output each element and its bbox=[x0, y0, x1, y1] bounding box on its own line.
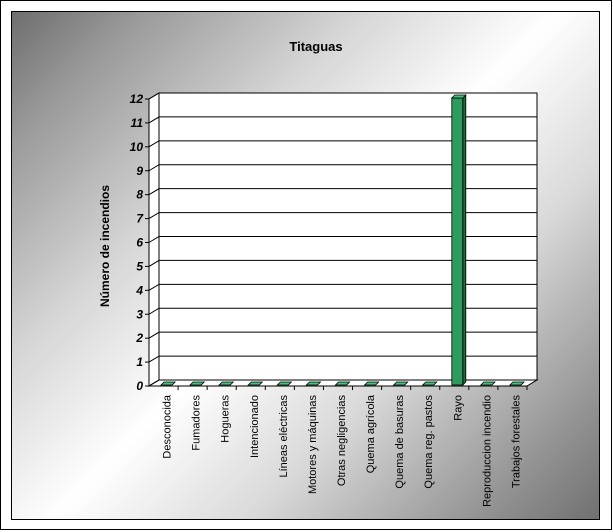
bar-top bbox=[189, 381, 206, 386]
x-tick-label: Quema reg. pastos bbox=[423, 395, 435, 489]
y-tick-label: 0 bbox=[136, 379, 143, 393]
x-tick-label: Hogueras bbox=[220, 395, 232, 443]
gridline bbox=[148, 236, 537, 243]
gridline bbox=[148, 164, 537, 172]
gridline bbox=[148, 331, 537, 339]
x-tick-label: Líneas eléctricas bbox=[278, 395, 290, 478]
gridline bbox=[148, 307, 537, 315]
x-tick-label: Rayo bbox=[452, 395, 464, 421]
bar bbox=[392, 381, 409, 386]
x-tick-label: Quema de basuras bbox=[394, 395, 406, 489]
bar-top bbox=[334, 381, 351, 386]
grid-layer bbox=[145, 92, 539, 390]
bar-top bbox=[218, 381, 235, 386]
gridline bbox=[148, 259, 537, 267]
bar bbox=[218, 381, 235, 386]
gridline bbox=[148, 140, 537, 148]
y-tick-label: 2 bbox=[135, 331, 143, 345]
y-tick-label: 9 bbox=[136, 164, 143, 178]
gridline bbox=[148, 92, 537, 100]
bar-front bbox=[451, 97, 464, 386]
y-tick-label: 10 bbox=[130, 140, 144, 154]
gridline bbox=[148, 212, 537, 220]
bar bbox=[450, 94, 467, 386]
gridline bbox=[148, 283, 537, 291]
x-tick-label: Quema agrícola bbox=[365, 394, 377, 473]
gridline bbox=[148, 188, 537, 196]
bar-top bbox=[160, 381, 177, 386]
bar bbox=[247, 381, 264, 386]
gridline bbox=[148, 116, 537, 124]
x-tick-label: Desconocida bbox=[162, 394, 174, 458]
x-tick-label: Fumadores bbox=[191, 395, 203, 451]
bar-top bbox=[479, 381, 496, 386]
bar-side bbox=[462, 94, 467, 386]
gridline bbox=[148, 379, 537, 387]
bars bbox=[160, 94, 525, 386]
x-tick-label: Otras negligencias bbox=[336, 395, 348, 487]
bar bbox=[276, 381, 293, 386]
x-tick-label: Reproduccion incendio bbox=[481, 395, 493, 507]
x-tick-label: Intencionado bbox=[249, 395, 261, 458]
bar-top bbox=[450, 94, 467, 99]
bar bbox=[508, 381, 525, 386]
y-axis-label: Número de incendios bbox=[98, 185, 112, 307]
y-tick-label: 12 bbox=[130, 92, 144, 106]
bar bbox=[305, 381, 322, 386]
bar bbox=[189, 381, 206, 386]
bar bbox=[363, 381, 380, 386]
bar-top bbox=[508, 381, 525, 386]
gridline bbox=[148, 355, 537, 363]
y-tick-label: 6 bbox=[136, 236, 143, 250]
bar-top bbox=[392, 381, 409, 386]
x-tick-label: Trabajos forestales bbox=[510, 395, 522, 489]
bar-top bbox=[276, 381, 293, 386]
y-tick-label: 7 bbox=[136, 212, 144, 226]
y-tick-label: 8 bbox=[136, 188, 143, 202]
chart-title: Titaguas bbox=[289, 39, 342, 54]
bar-top bbox=[305, 381, 322, 386]
x-tick-label: Motores y máquinas bbox=[307, 395, 319, 495]
y-tick-label: 11 bbox=[131, 116, 144, 130]
bar bbox=[421, 381, 438, 386]
bar bbox=[334, 381, 351, 386]
y-tick-label: 4 bbox=[135, 283, 143, 297]
y-tick-label: 5 bbox=[136, 259, 143, 273]
bar-top bbox=[421, 381, 438, 386]
y-tick-label: 1 bbox=[136, 355, 143, 369]
x-tick-labels: Desconocida Fumadores Hogueras Intencionado… bbox=[162, 394, 523, 507]
bar bbox=[479, 381, 496, 386]
bar-top bbox=[247, 381, 264, 386]
bar bbox=[160, 381, 177, 386]
y-tick-label: 3 bbox=[136, 307, 143, 321]
bar-top bbox=[363, 381, 380, 386]
